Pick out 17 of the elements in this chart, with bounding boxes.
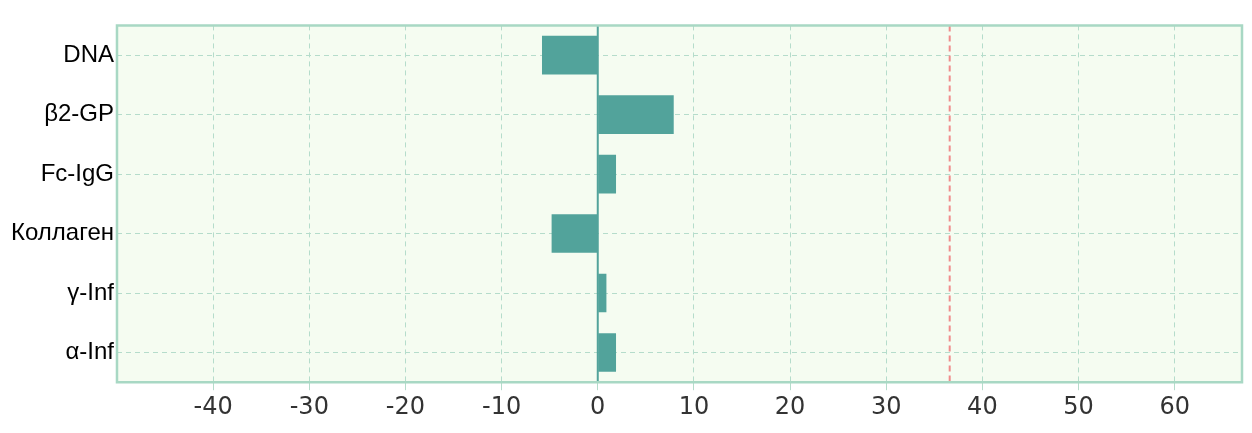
x-tick-label: 30 bbox=[870, 391, 902, 420]
x-tick-label: -10 bbox=[482, 391, 522, 420]
x-tick-label: -20 bbox=[385, 391, 426, 420]
y-tick-label: Fc-IgG bbox=[40, 158, 114, 186]
x-tick-label: -40 bbox=[193, 391, 233, 420]
x-tick-label: 10 bbox=[678, 391, 710, 420]
x-tick-label: 0 bbox=[590, 391, 606, 420]
x-tick-label: 20 bbox=[774, 391, 806, 420]
y-tick-label: γ-Inf bbox=[67, 277, 115, 305]
x-tick-label: 60 bbox=[1159, 391, 1190, 420]
x-tick-label: -30 bbox=[289, 391, 329, 420]
y-tick-label: Коллаген bbox=[11, 218, 114, 246]
y-tick-label: α-Inf bbox=[65, 337, 115, 365]
x-tick-label: 40 bbox=[967, 391, 998, 420]
y-tick-label: β2-GP bbox=[44, 99, 114, 127]
x-tick-label: 50 bbox=[1063, 391, 1094, 420]
y-tick-label: DNA bbox=[63, 39, 114, 67]
